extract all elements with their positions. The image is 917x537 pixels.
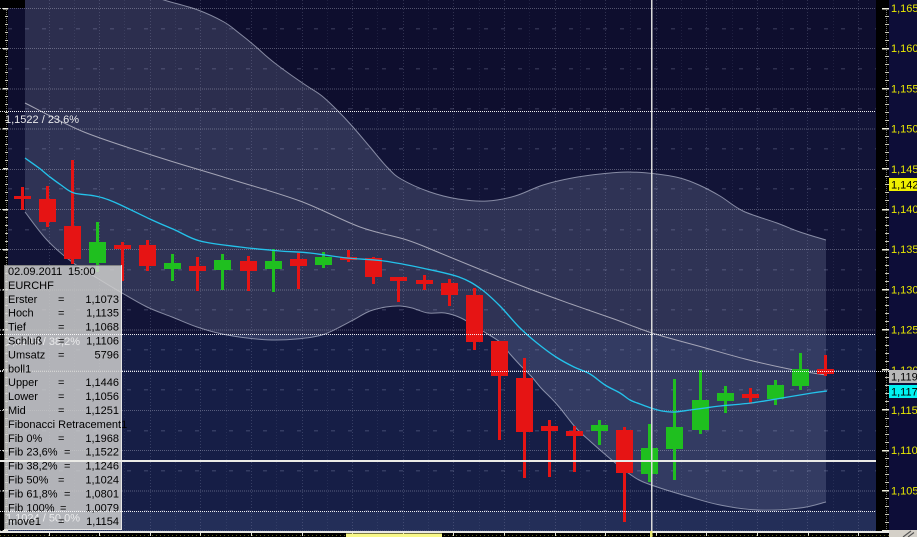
svg-text:1,1106: 1,1106 (86, 336, 119, 348)
svg-text:move1: move1 (8, 516, 41, 528)
svg-text:Fib 100%: Fib 100% (8, 502, 55, 514)
svg-text:02.09.2011: 02.09.2011 (8, 266, 62, 278)
svg-text:1,1522: 1,1522 (85, 447, 119, 459)
svg-text:1,1073: 1,1073 (85, 294, 119, 306)
svg-text:=: = (58, 294, 64, 306)
svg-text:Fib 23,6%: Fib 23,6% (8, 447, 58, 459)
svg-text:=: = (60, 502, 66, 514)
svg-text:1,1968: 1,1968 (85, 433, 119, 445)
svg-text:=: = (58, 516, 64, 528)
svg-text:EURCHF: EURCHF (8, 280, 54, 292)
svg-text:1,1522 / 23,6%: 1,1522 / 23,6% (5, 114, 79, 126)
svg-text:=: = (64, 447, 70, 459)
svg-text:Fib 0%: Fib 0% (8, 433, 42, 445)
svg-text:Fib 50%: Fib 50% (8, 475, 49, 487)
svg-text:15:00: 15:00 (68, 266, 96, 278)
svg-text:Upper: Upper (8, 377, 38, 389)
svg-text:=: = (64, 461, 70, 473)
svg-text:boll1: boll1 (8, 363, 31, 375)
svg-text:=: = (58, 377, 64, 389)
svg-text:=: = (58, 433, 64, 445)
svg-text:5796: 5796 (95, 349, 119, 361)
svg-text:Umsatz: Umsatz (8, 349, 45, 361)
svg-text:1,155: 1,155 (891, 83, 917, 95)
svg-text:Lower: Lower (8, 391, 38, 403)
svg-text:Hoch: Hoch (8, 308, 34, 320)
svg-text:1,1251: 1,1251 (85, 405, 119, 417)
svg-text:=: = (58, 308, 64, 320)
svg-text:1,105: 1,105 (891, 485, 917, 497)
svg-text:1,1068: 1,1068 (85, 322, 119, 334)
svg-text:1,1024 / 50,0%: 1,1024 / 50,0% (6, 513, 80, 525)
svg-text:Fib 61,8%: Fib 61,8% (8, 488, 58, 500)
svg-text:1,150: 1,150 (891, 124, 917, 136)
svg-text:1,110: 1,110 (891, 445, 917, 457)
svg-text:1,119: 1,119 (891, 372, 917, 384)
svg-text:Fibonacci Retracement1: Fibonacci Retracement1 (8, 419, 127, 431)
svg-text:Mid: Mid (8, 405, 26, 417)
svg-text:=: = (58, 475, 64, 487)
svg-text:1,0801: 1,0801 (85, 488, 119, 500)
svg-text:1,115: 1,115 (891, 405, 917, 417)
svg-text:1,1246 / 38,2%: 1,1246 / 38,2% (6, 336, 80, 348)
svg-text:1,1446: 1,1446 (85, 377, 119, 389)
svg-text:Fib 38,2%: Fib 38,2% (8, 461, 58, 473)
svg-text:=: = (58, 405, 64, 417)
svg-text:1,142: 1,142 (891, 180, 917, 192)
svg-text:1,1024: 1,1024 (85, 475, 119, 487)
svg-text:Tief: Tief (8, 322, 27, 334)
svg-text:1,165: 1,165 (891, 3, 917, 15)
svg-text:1,145: 1,145 (891, 164, 917, 176)
svg-text:Erster: Erster (8, 294, 38, 306)
svg-text:Schluß: Schluß (8, 336, 43, 348)
svg-text:1,135: 1,135 (891, 244, 917, 256)
svg-text:1,140: 1,140 (891, 204, 917, 216)
svg-text:=: = (58, 322, 64, 334)
svg-text:=: = (58, 391, 64, 403)
svg-text:1,1154: 1,1154 (86, 516, 119, 528)
svg-text:1,160: 1,160 (891, 43, 917, 55)
svg-text:=: = (64, 488, 70, 500)
svg-text:1,130: 1,130 (891, 284, 917, 296)
svg-text:1,117: 1,117 (891, 387, 917, 399)
svg-text:1,0079: 1,0079 (85, 502, 119, 514)
svg-text:1,1056: 1,1056 (85, 391, 119, 403)
svg-text:1,125: 1,125 (891, 325, 917, 337)
svg-text:=: = (58, 336, 64, 348)
svg-text:=: = (58, 349, 64, 361)
svg-text:1,1246: 1,1246 (85, 461, 119, 473)
svg-text:1,1135: 1,1135 (86, 308, 119, 320)
